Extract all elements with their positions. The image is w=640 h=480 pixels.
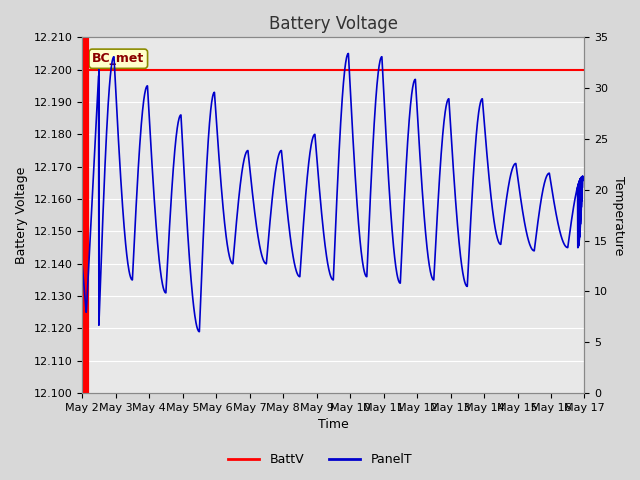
Legend: BattV, PanelT: BattV, PanelT: [223, 448, 417, 471]
Title: Battery Voltage: Battery Voltage: [269, 15, 398, 33]
X-axis label: Time: Time: [318, 419, 349, 432]
Y-axis label: Temperature: Temperature: [612, 176, 625, 255]
Y-axis label: Battery Voltage: Battery Voltage: [15, 167, 28, 264]
Text: BC_met: BC_met: [92, 52, 145, 65]
